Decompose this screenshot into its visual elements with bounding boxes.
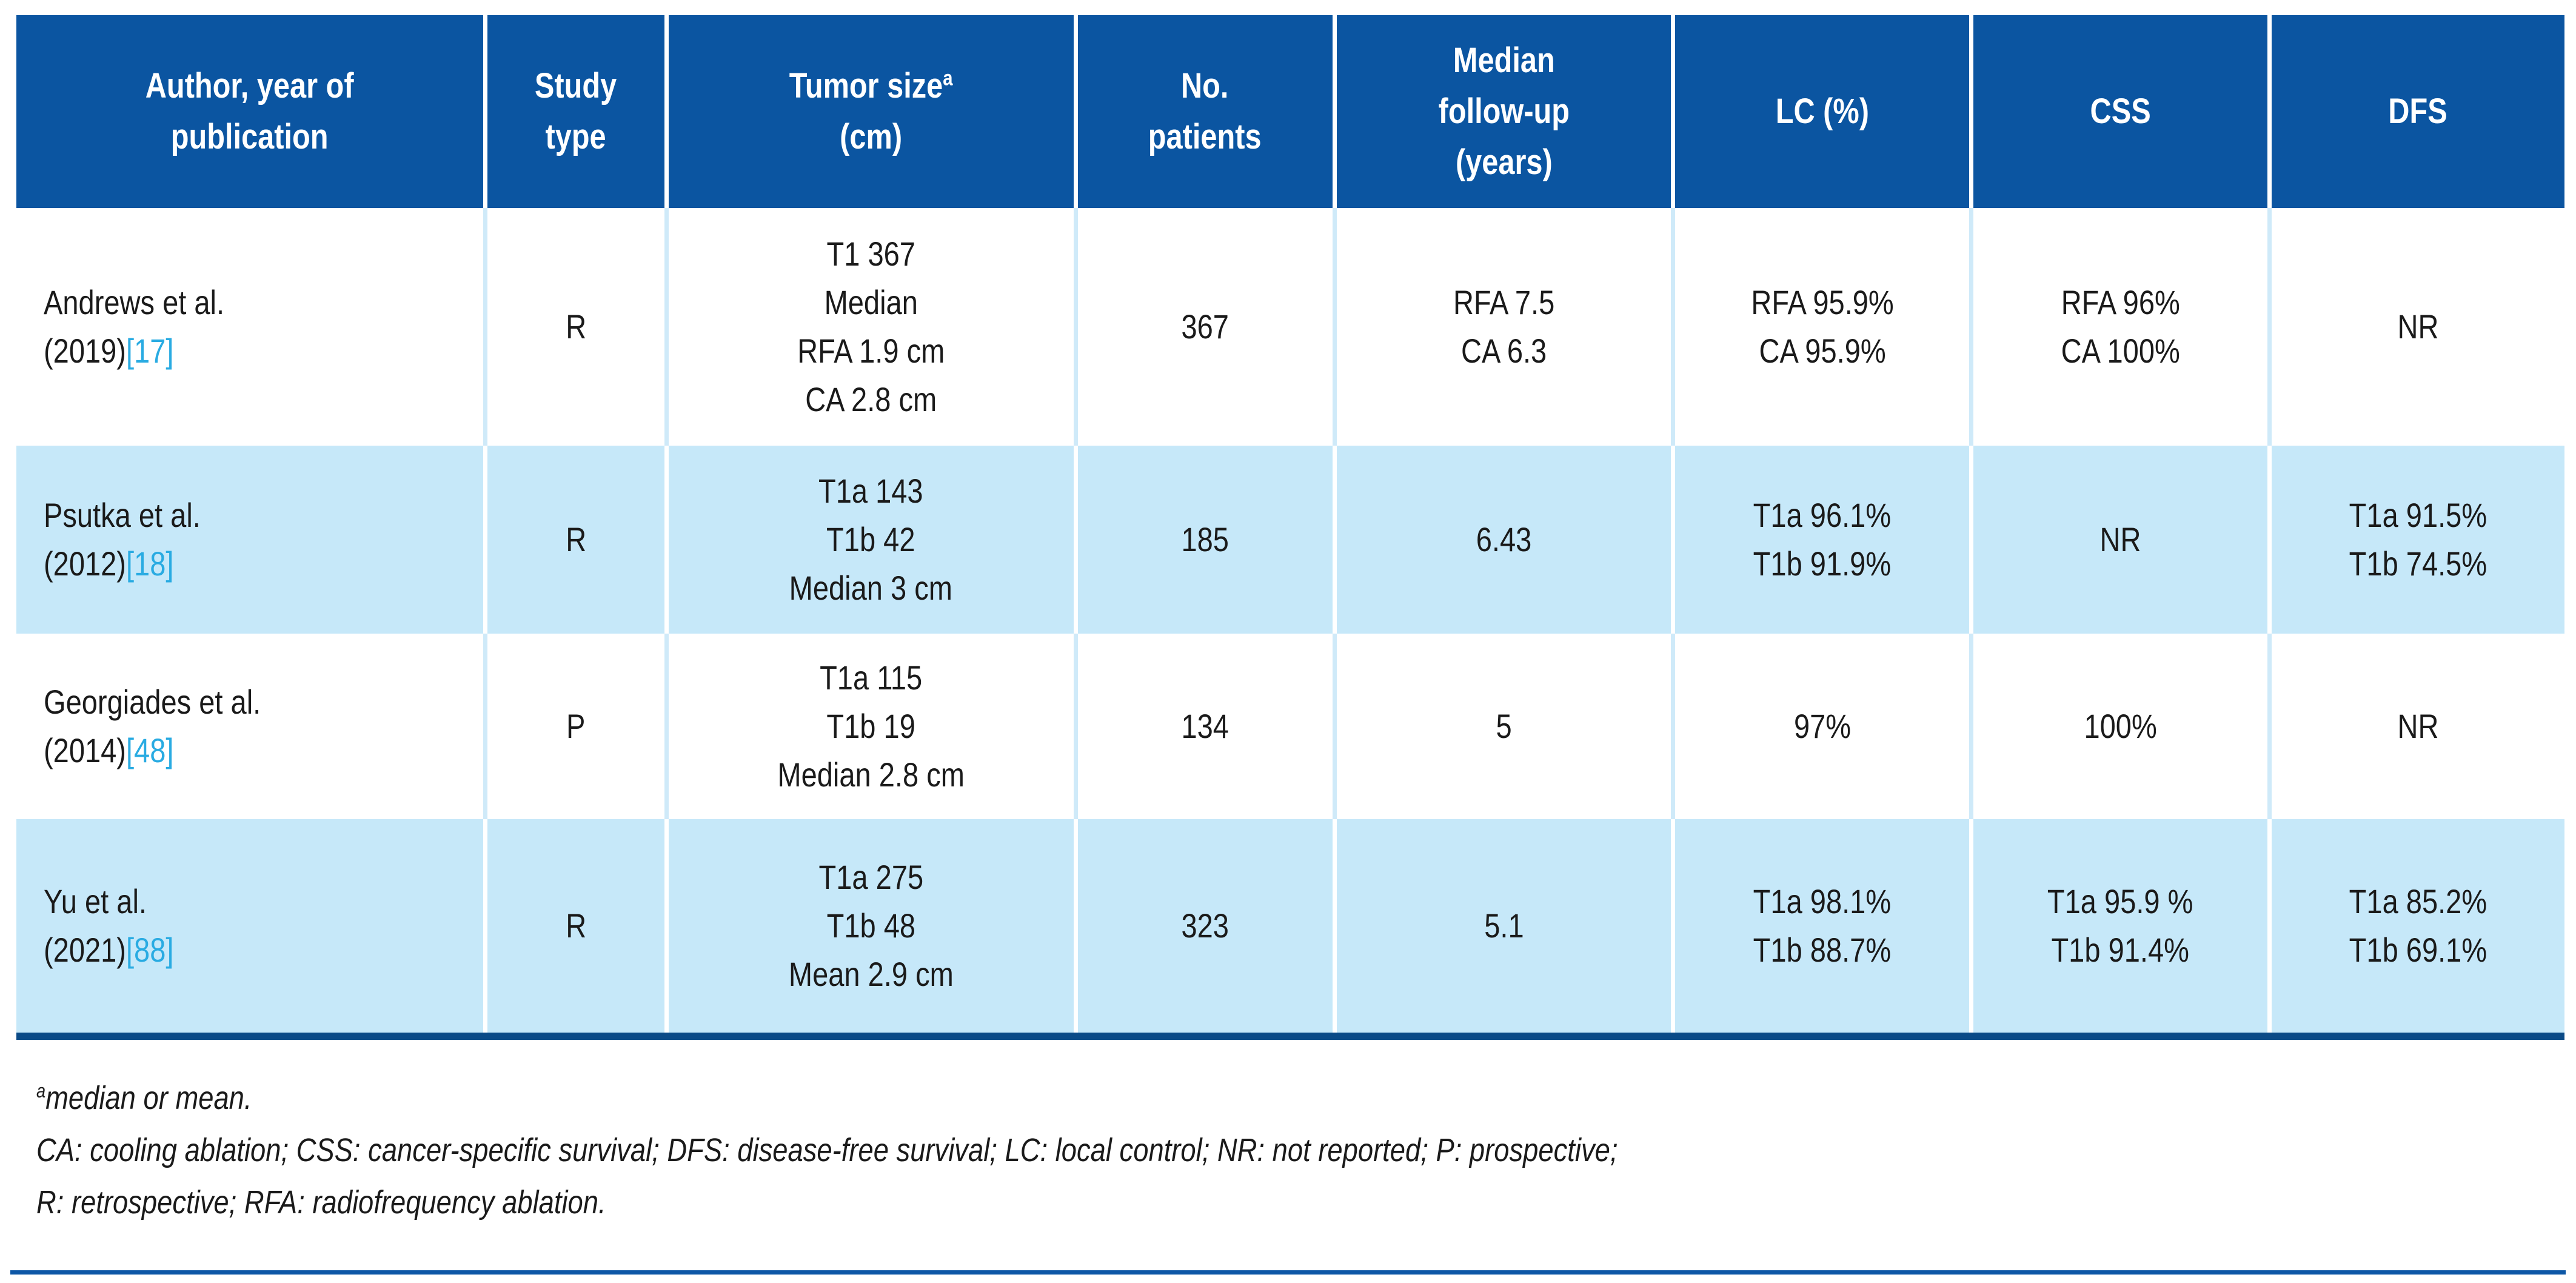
- tumor-size-cell: T1a 143 T1b 42 Median 3 cm: [666, 446, 1078, 634]
- col-header-tumor-size: Tumor sizea (cm): [666, 15, 1078, 208]
- col-header-author: Author, year of publication: [16, 15, 488, 208]
- tumor-size-cell: T1a 115 T1b 19 Median 2.8 cm: [666, 634, 1078, 819]
- table-container: Author, year of publication Study type T…: [16, 15, 2564, 1040]
- footnote-abbreviations-line1: CA: cooling ablation; CSS: cancer-specif…: [36, 1132, 1618, 1168]
- col-header-patients: No. patients: [1076, 15, 1337, 208]
- citation-link[interactable]: [48]: [125, 731, 174, 769]
- col-header-dfs-label: DFS: [2388, 92, 2448, 131]
- dfs-cell: T1a 91.5% T1b 74.5%: [2269, 446, 2564, 634]
- author-cell: Yu et al. (2021)[88]: [16, 819, 488, 1033]
- css-cell: RFA 96% CA 100%: [1971, 208, 2272, 446]
- header-row: Author, year of publication Study type T…: [16, 15, 2564, 208]
- col-header-patients-label: No. patients: [1148, 66, 1262, 156]
- patients-cell: 367: [1076, 208, 1337, 446]
- tumor-size-cell: T1 367 Median RFA 1.9 cm CA 2.8 cm: [666, 208, 1078, 446]
- css-cell: 100%: [1971, 634, 2272, 819]
- lc-cell: T1a 96.1% T1b 91.9%: [1673, 446, 1974, 634]
- css-cell: T1a 95.9 % T1b 91.4%: [1971, 819, 2272, 1033]
- table-row: Andrews et al. (2019)[17] R T1 367 Media…: [16, 208, 2564, 446]
- author-text: Yu et al. (2021): [44, 882, 147, 969]
- col-header-lc-label: LC (%): [1775, 92, 1869, 131]
- author-cell: Andrews et al. (2019)[17]: [16, 208, 488, 446]
- dfs-cell: NR: [2269, 634, 2564, 819]
- studies-table: Author, year of publication Study type T…: [16, 15, 2564, 1033]
- study-type-cell: R: [485, 819, 669, 1033]
- footnote-abbreviations-line2: R: retrospective; RFA: radiofrequency ab…: [36, 1184, 606, 1221]
- footnote-marker-a: a: [943, 66, 953, 90]
- table-bottom-line: [16, 1033, 2564, 1040]
- lc-cell: 97%: [1673, 634, 1974, 819]
- col-header-css: CSS: [1971, 15, 2272, 208]
- footnote-a: amedian or mean.: [36, 1072, 1919, 1124]
- css-cell: NR: [1971, 446, 2272, 634]
- col-header-followup: Median follow-up (years): [1334, 15, 1676, 208]
- col-header-study-type: Study type: [485, 15, 669, 208]
- patients-cell: 134: [1076, 634, 1337, 819]
- col-header-css-label: CSS: [2090, 92, 2151, 131]
- table-row: Psutka et al. (2012)[18] R T1a 143 T1b 4…: [16, 446, 2564, 634]
- author-text: Andrews et al. (2019): [44, 283, 225, 370]
- author-cell: Psutka et al. (2012)[18]: [16, 446, 488, 634]
- footnote-a-text: median or mean.: [45, 1080, 252, 1116]
- followup-cell: 6.43: [1334, 446, 1676, 634]
- citation-link[interactable]: [18]: [125, 544, 174, 583]
- col-header-dfs: DFS: [2269, 15, 2564, 208]
- author-cell: Georgiades et al. (2014)[48]: [16, 634, 488, 819]
- lc-cell: T1a 98.1% T1b 88.7%: [1673, 819, 1974, 1033]
- table-row: Georgiades et al. (2014)[48] P T1a 115 T…: [16, 634, 2564, 819]
- study-type-cell: R: [485, 208, 669, 446]
- col-header-lc: LC (%): [1673, 15, 1974, 208]
- author-text: Georgiades et al. (2014): [44, 683, 261, 769]
- patients-cell: 185: [1076, 446, 1337, 634]
- col-header-author-label: Author, year of publication: [146, 66, 355, 156]
- study-type-cell: P: [485, 634, 669, 819]
- page-bottom-rule: [10, 1270, 2566, 1275]
- table-row: Yu et al. (2021)[88] R T1a 275 T1b 48 Me…: [16, 819, 2564, 1033]
- followup-cell: RFA 7.5 CA 6.3: [1334, 208, 1676, 446]
- footnote-marker-a: a: [36, 1080, 46, 1102]
- tumor-size-label-unit: (cm): [840, 117, 903, 156]
- dfs-cell: NR: [2269, 208, 2564, 446]
- col-header-study-type-label: Study type: [535, 66, 617, 156]
- col-header-followup-label: Median follow-up (years): [1438, 41, 1570, 182]
- footnotes: amedian or mean. CA: cooling ablation; C…: [36, 1072, 1919, 1228]
- dfs-cell: T1a 85.2% T1b 69.1%: [2269, 819, 2564, 1033]
- followup-cell: 5: [1334, 634, 1676, 819]
- col-header-tumor-size-label: Tumor sizea (cm): [789, 61, 953, 162]
- author-text: Psutka et al. (2012): [44, 496, 201, 583]
- citation-link[interactable]: [88]: [125, 931, 174, 969]
- followup-cell: 5.1: [1334, 819, 1676, 1033]
- lc-cell: RFA 95.9% CA 95.9%: [1673, 208, 1974, 446]
- patients-cell: 323: [1076, 819, 1337, 1033]
- study-type-cell: R: [485, 446, 669, 634]
- citation-link[interactable]: [17]: [125, 332, 174, 370]
- tumor-size-cell: T1a 275 T1b 48 Mean 2.9 cm: [666, 819, 1078, 1033]
- tumor-size-label-main: Tumor size: [789, 66, 943, 106]
